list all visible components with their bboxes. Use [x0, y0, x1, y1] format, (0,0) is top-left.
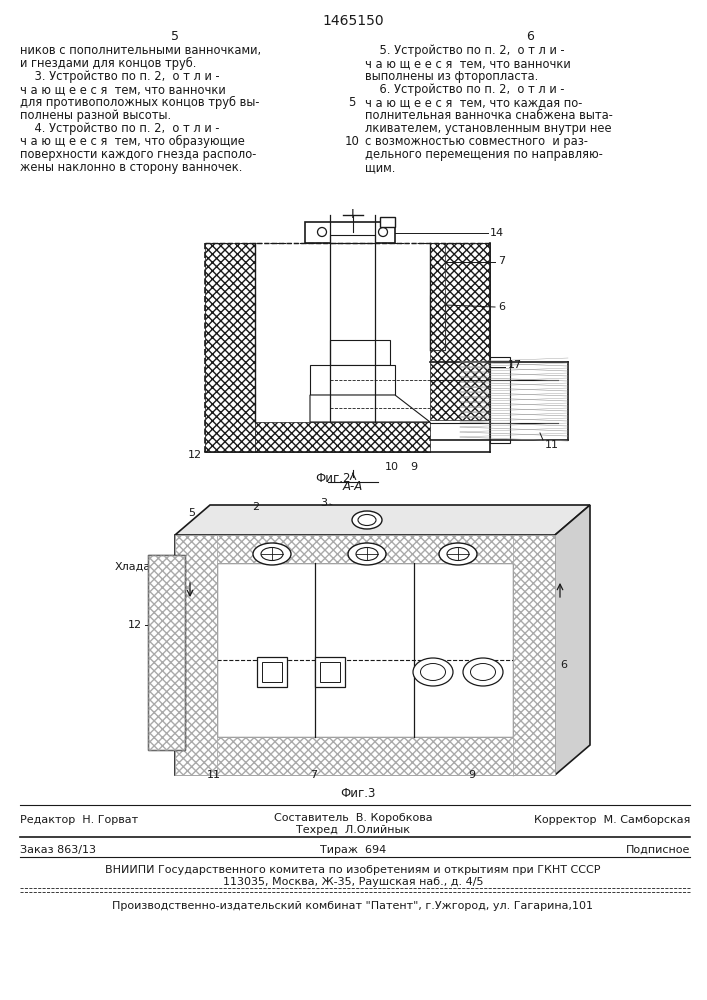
- Text: дельного перемещения по направляю-: дельного перемещения по направляю-: [365, 148, 603, 161]
- Text: 11: 11: [207, 770, 221, 780]
- Text: Корректор  М. Самборская: Корректор М. Самборская: [534, 815, 690, 825]
- Text: 3. Устройство по п. 2,  о т л и -: 3. Устройство по п. 2, о т л и -: [20, 70, 220, 83]
- Bar: [257, 657, 287, 687]
- Ellipse shape: [463, 658, 503, 686]
- Text: 9: 9: [410, 462, 417, 472]
- Bar: [513, 535, 555, 775]
- Text: полнительная ванночка снабжена выта-: полнительная ванночка снабжена выта-: [365, 109, 613, 122]
- Text: Составитель  В. Коробкова: Составитель В. Коробкова: [274, 813, 432, 823]
- Bar: [262, 662, 282, 682]
- Bar: [175, 535, 555, 775]
- Text: 113035, Москва, Ж-35, Раушская наб., д. 4/5: 113035, Москва, Ж-35, Раушская наб., д. …: [223, 877, 484, 887]
- Text: Техред  Л.Олийнык: Техред Л.Олийнык: [296, 825, 410, 835]
- Text: 10: 10: [344, 135, 359, 148]
- Text: 11: 11: [545, 440, 559, 450]
- Text: Фиг.3: Фиг.3: [340, 787, 375, 800]
- Text: 7: 7: [498, 256, 505, 266]
- Bar: [217, 535, 513, 563]
- Text: 5: 5: [349, 96, 356, 109]
- Text: ч а ю щ е е с я  тем, что ванночки: ч а ю щ е е с я тем, что ванночки: [365, 57, 571, 70]
- Bar: [330, 235, 375, 243]
- Text: Подписное: Подписное: [626, 845, 690, 855]
- Text: 17: 17: [508, 360, 522, 370]
- Text: ников с пополнительными ванночками,: ников с пополнительными ванночками,: [20, 44, 261, 57]
- Polygon shape: [555, 505, 590, 775]
- Text: ч а ю щ е е с я  тем, что образующие: ч а ю щ е е с я тем, что образующие: [20, 135, 245, 148]
- Text: 6. Устройство по п. 2,  о т л и -: 6. Устройство по п. 2, о т л и -: [365, 83, 564, 96]
- Text: А-А: А-А: [343, 480, 363, 493]
- Bar: [217, 737, 513, 775]
- Text: 4. Устройство по п. 2,  о т л и -: 4. Устройство по п. 2, о т л и -: [20, 122, 219, 135]
- Bar: [330, 340, 390, 365]
- Bar: [305, 222, 395, 243]
- Bar: [430, 243, 490, 420]
- Bar: [148, 555, 185, 750]
- Bar: [205, 243, 255, 452]
- Text: с возможностью совместного  и раз-: с возможностью совместного и раз-: [365, 135, 588, 148]
- Text: 14: 14: [490, 228, 504, 238]
- Bar: [255, 422, 430, 452]
- Text: 7: 7: [310, 770, 317, 780]
- Text: I: I: [351, 208, 355, 221]
- Bar: [490, 357, 510, 443]
- Bar: [430, 295, 445, 350]
- Text: ч а ю щ е е с я  тем, что ванночки: ч а ю щ е е с я тем, что ванночки: [20, 83, 226, 96]
- Bar: [320, 662, 340, 682]
- Ellipse shape: [348, 543, 386, 565]
- Text: 6: 6: [560, 660, 567, 670]
- Ellipse shape: [352, 511, 382, 529]
- Text: 9: 9: [468, 770, 475, 780]
- Text: ВНИИПИ Государственного комитета по изобретениям и открытиям при ГКНТ СССР: ВНИИПИ Государственного комитета по изоб…: [105, 865, 601, 875]
- Bar: [430, 243, 445, 350]
- Text: ч а ю щ е е с я  тем, что каждая по-: ч а ю щ е е с я тем, что каждая по-: [365, 96, 583, 109]
- Text: Хладагент: Хладагент: [115, 562, 177, 572]
- Ellipse shape: [253, 543, 291, 565]
- Text: 2: 2: [252, 502, 259, 512]
- Text: щим.: щим.: [365, 161, 395, 174]
- Bar: [148, 555, 185, 750]
- Ellipse shape: [439, 543, 477, 565]
- Text: лкивателем, установленным внутри нее: лкивателем, установленным внутри нее: [365, 122, 612, 135]
- Polygon shape: [175, 505, 590, 535]
- Text: Редактор  Н. Горват: Редактор Н. Горват: [20, 815, 138, 825]
- Polygon shape: [310, 395, 430, 422]
- Text: Тираж  694: Тираж 694: [320, 845, 386, 855]
- Text: 3: 3: [320, 498, 327, 508]
- Text: Заказ 863/13: Заказ 863/13: [20, 845, 96, 855]
- Bar: [315, 657, 345, 687]
- Text: и гнездами для концов труб.: и гнездами для концов труб.: [20, 57, 197, 70]
- Text: 12: 12: [128, 620, 142, 630]
- Text: для противоположных концов труб вы-: для противоположных концов труб вы-: [20, 96, 259, 109]
- Bar: [175, 535, 217, 775]
- Text: 6: 6: [526, 30, 534, 43]
- Text: 10: 10: [385, 462, 399, 472]
- Text: выполнены из фторопласта.: выполнены из фторопласта.: [365, 70, 538, 83]
- Text: поверхности каждого гнезда располо-: поверхности каждого гнезда располо-: [20, 148, 257, 161]
- Text: Фиг.2: Фиг.2: [315, 472, 351, 485]
- Text: 5. Устройство по п. 2,  о т л и -: 5. Устройство по п. 2, о т л и -: [365, 44, 565, 57]
- Text: 12: 12: [188, 450, 202, 460]
- Text: 5: 5: [171, 30, 179, 43]
- Bar: [310, 365, 395, 395]
- Bar: [380, 217, 395, 227]
- Ellipse shape: [413, 658, 453, 686]
- Text: жены наклонно в сторону ванночек.: жены наклонно в сторону ванночек.: [20, 161, 243, 174]
- Text: 5: 5: [188, 508, 195, 518]
- Text: 6: 6: [498, 302, 505, 312]
- Text: полнены разной высоты.: полнены разной высоты.: [20, 109, 171, 122]
- Text: Производственно-издательский комбинат "Патент", г.Ужгород, ул. Гагарина,101: Производственно-издательский комбинат "П…: [112, 901, 593, 911]
- Text: 1465150: 1465150: [322, 14, 384, 28]
